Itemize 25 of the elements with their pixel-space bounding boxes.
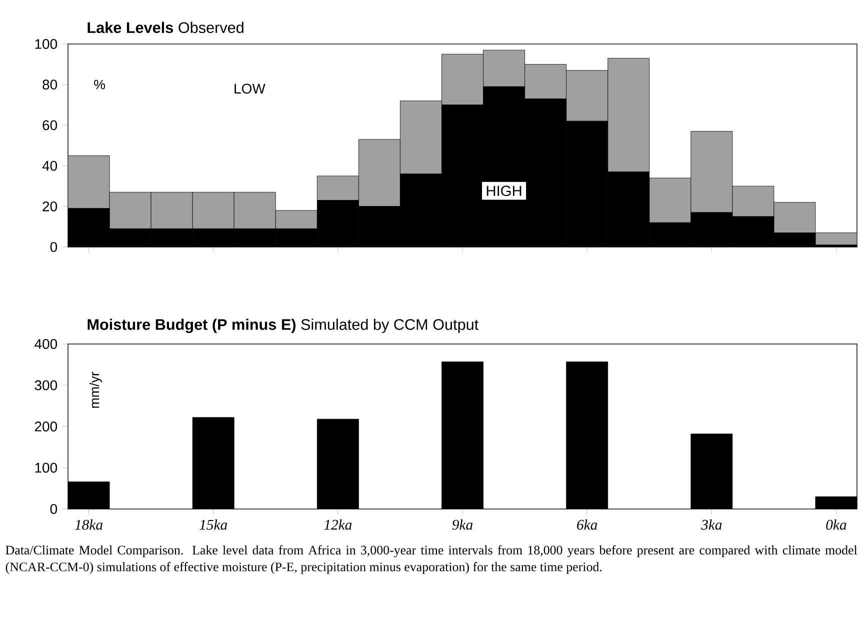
y-tick-label: 80 [42, 80, 58, 90]
y-tick-label: 60 [42, 120, 58, 130]
y-tick-label: 0 [50, 504, 58, 514]
y-tick-label: 400 [34, 339, 58, 349]
y-axis-title: mm/yr [89, 372, 102, 408]
x-tick-label: 0ka [826, 519, 846, 530]
y-tick-label: 300 [34, 380, 58, 390]
y-tick-label: 100 [35, 39, 58, 49]
y-tick-label: 40 [42, 160, 58, 171]
x-tick-label: 6ka [577, 519, 598, 530]
x-tick-label: 9ka [452, 519, 473, 530]
y-tick-label: 20 [42, 201, 58, 212]
series-label: HIGH [486, 186, 522, 196]
y-tick-label: 100 [35, 462, 58, 473]
y-axis-title: % [94, 80, 106, 90]
y-tick-label: 200 [34, 422, 58, 432]
chart-title: Moisture Budget (P minus E) Simulated by CCM Output [88, 318, 478, 334]
text: Data/Climate Model Comparison. Lake level data from Africa in 3,000-year time intervals from 18,000 years before present are compared with climate model (NCAR-CCM-0) simulations of effective moisture (P-E, precipitation minus evaporation) for the same time period. [6, 545, 858, 574]
x-tick-label: 3ka [701, 519, 722, 530]
x-tick-label: 15ka [200, 519, 228, 530]
x-tick-label: 12ka [324, 519, 352, 530]
y-tick-label: 0 [50, 242, 58, 252]
chart-title: Lake Levels Observed [88, 22, 244, 34]
x-tick-label: 18ka [75, 519, 102, 530]
annotation: LOW [234, 84, 266, 94]
